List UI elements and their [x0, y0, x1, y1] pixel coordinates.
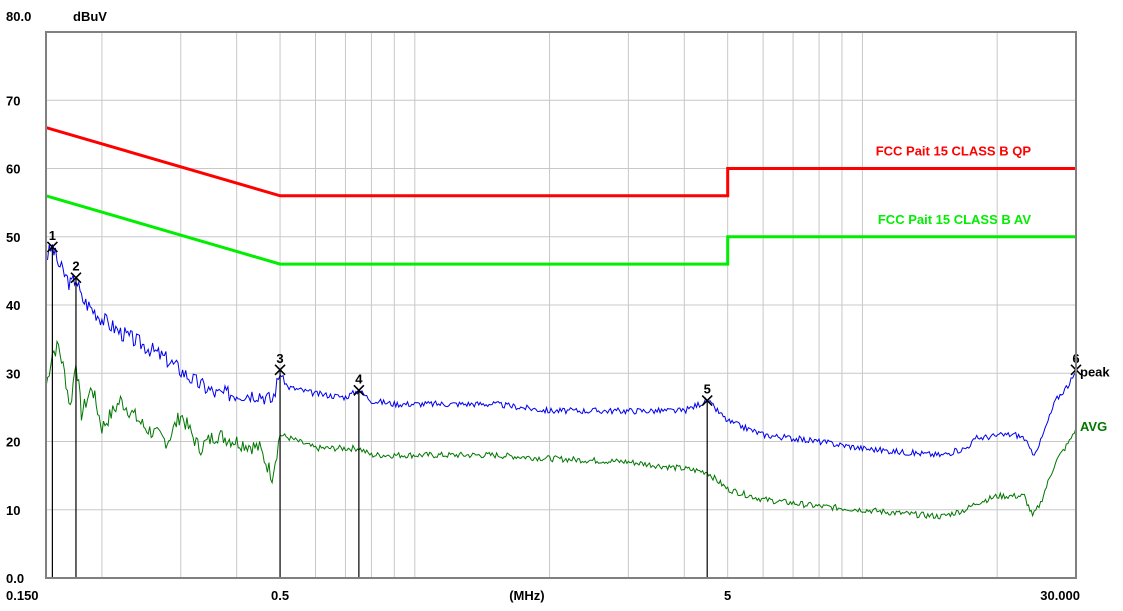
marker-x-3: [274, 364, 286, 376]
y-tick-label: 30: [6, 366, 20, 381]
marker-label-2: 2: [72, 259, 79, 274]
trace-avg: [45, 339, 1077, 520]
labels: 0.0 10 20 30 40 50 60 70 0.150 0.5 5 30.000 FCC Pait…: [6, 93, 1110, 603]
y-tick-label: 70: [6, 93, 20, 108]
y-tick-label: 40: [6, 298, 20, 313]
marker-x-4: [353, 384, 365, 396]
y-axis-unit-label: dBuV: [73, 9, 107, 24]
marker-label-5: 5: [704, 382, 711, 397]
x-tick-label: 0.150: [6, 588, 39, 603]
y-tick-label: 20: [6, 435, 20, 450]
y-tick-label: 10: [6, 503, 20, 518]
limit-line-fcc-pait-15-class-b-qp: [45, 126, 1076, 198]
trace-label-peak: peak: [1080, 364, 1110, 379]
y-tick-label: 60: [6, 162, 20, 177]
x-tick-label: 5: [724, 588, 731, 603]
marker-label-3: 3: [276, 351, 283, 366]
trace-peak: [45, 244, 1077, 458]
marker-x-5: [701, 394, 713, 407]
limit-label-fcc-pait-15-class-b-qp: FCC Pait 15 CLASS B QP: [876, 144, 1032, 159]
y-tick-label: 50: [6, 230, 20, 245]
marker-label-4: 4: [355, 371, 363, 386]
x-tick-label: 0.5: [271, 588, 289, 603]
limit-line-fcc-pait-15-class-b-av: [45, 194, 1076, 266]
plot-frame: [45, 31, 1077, 579]
marker-x-1: [46, 241, 58, 253]
limit-label-fcc-pait-15-class-b-av: FCC Pait 15 CLASS B AV: [878, 212, 1031, 227]
grid-lines: [46, 32, 1076, 578]
measurement-traces: [45, 244, 1077, 520]
limit-lines: [45, 126, 1076, 266]
marker-label-1: 1: [49, 228, 56, 243]
y-axis-max-label: 80.0: [6, 9, 31, 24]
x-tick-label: 30.000: [1040, 588, 1080, 603]
marker-x-2: [70, 272, 82, 284]
trace-label-avg: AVG: [1080, 419, 1107, 434]
y-tick-label: 0.0: [6, 571, 24, 586]
x-axis-unit-label: (MHz): [509, 588, 544, 603]
